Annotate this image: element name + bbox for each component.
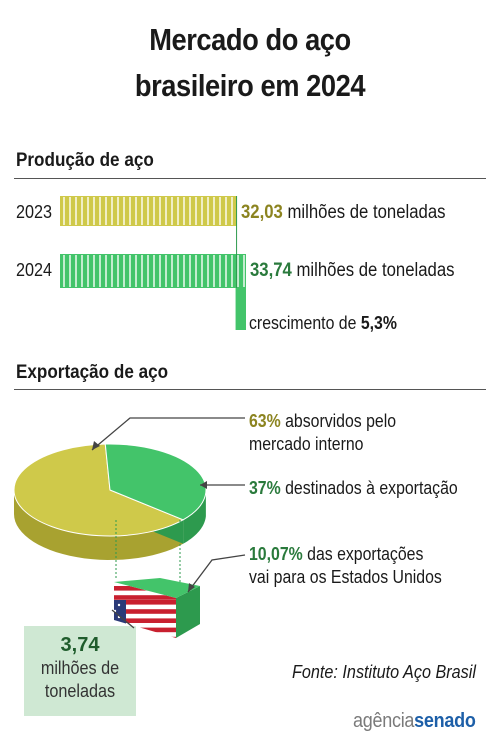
pie-side-export <box>183 492 206 544</box>
bar-value-label-2023: 32,03 milhões de toneladas <box>241 202 446 224</box>
title-line-1: Mercado do aço <box>149 22 351 57</box>
source-note: Fonte: Instituto Aço Brasil <box>292 662 476 682</box>
production-section-title: Produção de aço <box>16 150 154 171</box>
us-share-label: 10,07% das exportações vai para os Estad… <box>249 543 442 589</box>
arrow-domestic <box>92 441 100 450</box>
pie-slice-domestic <box>13 443 185 537</box>
pie-side-domestic <box>14 490 184 560</box>
logo-part-senado: senado <box>414 710 476 732</box>
logo-part-agencia: agência <box>353 710 415 732</box>
us-amount-unit-2: toneladas <box>44 681 116 701</box>
domestic-pct: 63% <box>249 411 281 431</box>
export-pct: 37% <box>249 478 281 498</box>
bar-value-2023: 32,03 <box>241 202 283 223</box>
bar-unit-2024: milhões de toneladas <box>291 260 455 281</box>
agencia-senado-logo: agênciasenado <box>353 710 476 733</box>
us-wedge-top <box>114 578 200 598</box>
growth-bar <box>235 288 246 330</box>
growth-annotation: crescimento de 5,3% <box>249 312 397 335</box>
us-wedge-side <box>176 586 200 638</box>
bar-category-label-2023: 2023 <box>16 202 53 222</box>
bar-2024 <box>60 254 246 288</box>
us-line2: vai para os Estados Unidos <box>249 567 442 587</box>
domestic-label: 63% absorvidos pelo mercado interno <box>249 410 396 456</box>
production-bars <box>60 196 246 330</box>
bar-value-2024: 33,74 <box>250 260 292 281</box>
bar-category-label-2024: 2024 <box>16 260 53 280</box>
arrow-us <box>188 583 195 592</box>
title-line-2: brasileiro em 2024 <box>134 68 366 103</box>
us-amount: 3,74 <box>60 634 100 656</box>
export-label: 37% destinados à exportação <box>249 477 458 500</box>
growth-prefix: crescimento de <box>249 313 361 333</box>
domestic-line1: absorvidos pelo <box>280 411 397 431</box>
bar-unit-2023: milhões de toneladas <box>282 202 446 223</box>
pie-slice-export <box>104 443 207 521</box>
us-pct: 10,07% <box>249 544 303 564</box>
export-divider <box>14 389 486 390</box>
growth-value: 5,3% <box>360 313 397 333</box>
us-amount-unit-1: milhões de <box>40 658 120 678</box>
arrow-export <box>200 481 207 489</box>
export-pie <box>13 417 246 638</box>
bar-value-label-2024: 33,74 milhões de toneladas <box>250 260 455 282</box>
connector-us-amount <box>111 609 135 629</box>
production-divider <box>14 178 486 179</box>
bar-rect-2024 <box>60 254 246 288</box>
export-text: destinados à exportação <box>280 478 458 498</box>
us-line1: das exportações <box>302 544 424 564</box>
bar-2023 <box>60 196 237 226</box>
export-section-title: Exportação de aço <box>16 362 169 383</box>
domestic-line2: mercado interno <box>249 434 364 454</box>
us-export-wedge <box>114 578 200 638</box>
connector-domestic <box>91 417 245 451</box>
connector-us <box>187 554 246 593</box>
us-amount-box: 3,74 milhões de toneladas <box>24 626 136 716</box>
